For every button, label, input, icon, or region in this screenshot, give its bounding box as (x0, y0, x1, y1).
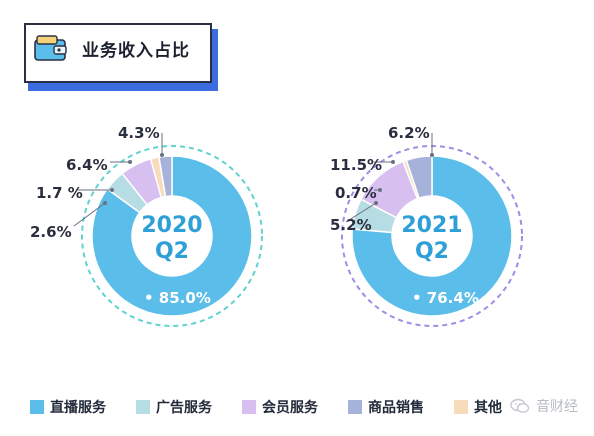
data-label: 6.2% (388, 124, 430, 142)
donut-hole (132, 196, 212, 276)
leader-dot (391, 160, 395, 164)
watermark: 音财经 (510, 396, 578, 416)
leader-dot (110, 188, 114, 192)
legend-swatch (30, 400, 44, 414)
wechat-icon (510, 398, 530, 413)
leader-dot (103, 201, 107, 205)
leader-dot (378, 188, 382, 192)
legend-label: 商品销售 (368, 400, 424, 416)
data-label: 11.5% (330, 156, 382, 174)
legend-label: 会员服务 (262, 400, 318, 416)
legend-item: 其他 (454, 397, 502, 417)
donut-hole (392, 196, 472, 276)
legend-label: 其他 (474, 400, 502, 416)
data-label: 6.4% (66, 156, 108, 174)
center-label-quarter: Q2 (415, 239, 449, 264)
leader-line (345, 202, 377, 223)
data-label: 4.3% (118, 124, 160, 142)
watermark-text: 音财经 (536, 399, 578, 415)
page-title: 业务收入占比 (82, 41, 190, 61)
chart-legend: 直播服务 广告服务 会员服务 商品销售 其他 (30, 396, 532, 418)
legend-item: 广告服务 (136, 397, 212, 417)
leader-dot (128, 160, 132, 164)
data-label-main: • 85.0% (144, 289, 211, 307)
data-label: 5.2% (330, 216, 372, 234)
legend-item: 直播服务 (30, 397, 106, 417)
legend-swatch (348, 400, 362, 414)
wallet-icon (34, 35, 67, 61)
data-label: 2.6% (30, 223, 72, 241)
leader-line (73, 202, 106, 227)
data-label-main: • 76.4% (412, 289, 479, 307)
legend-label: 直播服务 (50, 400, 106, 416)
legend-swatch (136, 400, 150, 414)
legend-swatch (454, 400, 468, 414)
leader-dot (160, 153, 164, 157)
center-label-year: 2021 (401, 213, 462, 238)
data-label: 0.7% (335, 184, 377, 202)
leader-dot (430, 153, 434, 157)
legend-swatch (242, 400, 256, 414)
legend-item: 商品销售 (348, 397, 424, 417)
outer-ring-2020 (81, 145, 263, 327)
legend-label: 广告服务 (156, 400, 212, 416)
legend-item: 会员服务 (242, 397, 318, 417)
center-label-year: 2020 (141, 213, 202, 238)
center-label-quarter: Q2 (155, 239, 189, 264)
leader-dot (374, 201, 378, 205)
data-label: 1.7 % (36, 184, 83, 202)
